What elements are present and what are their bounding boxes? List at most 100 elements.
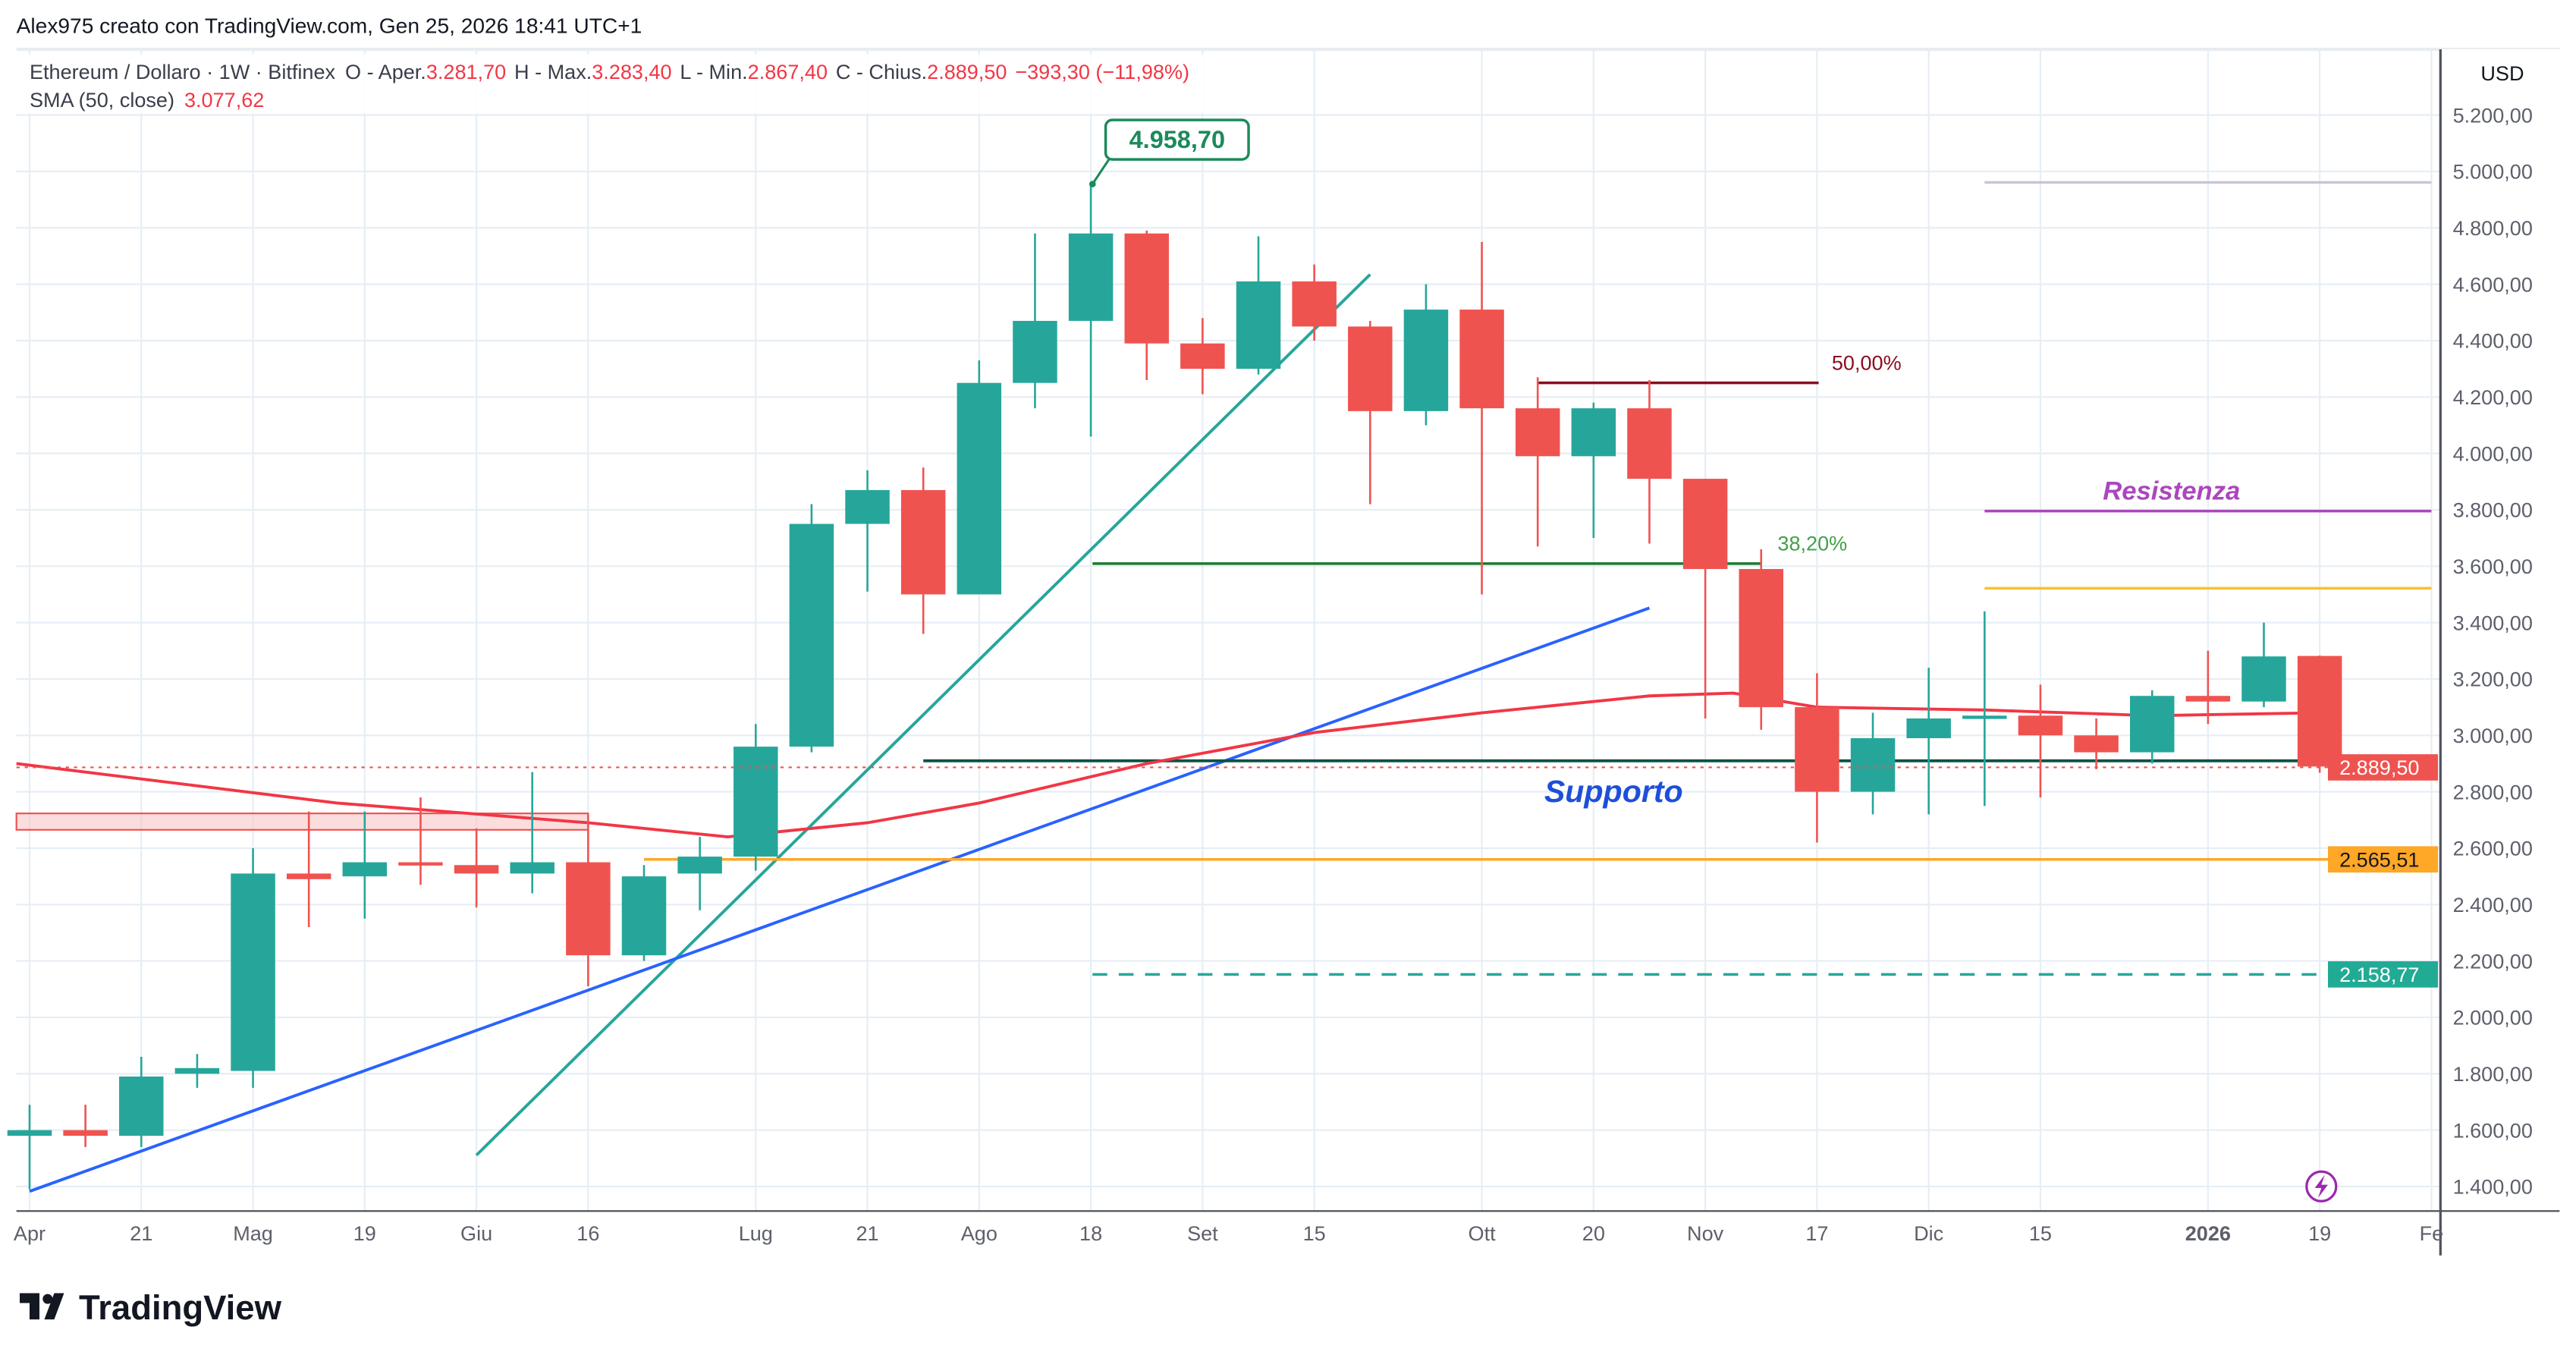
support-label: Supporto — [1544, 774, 1683, 809]
last-price-badge-text: 2.889,50 — [2339, 756, 2419, 779]
grid — [16, 49, 2440, 1212]
candle-up — [1236, 281, 1281, 369]
time-tick-label: 15 — [2029, 1221, 2052, 1245]
price-tick-label: 4.200,00 — [2453, 385, 2533, 409]
time-tick-label: 19 — [2308, 1221, 2331, 1245]
fib-50-label: 50,00% — [1832, 351, 1902, 374]
time-tick-label: 21 — [130, 1221, 152, 1245]
symbol: Ethereum / Dollaro · 1W · Bitfinex — [30, 60, 336, 83]
resistance-label: Resistenza — [2103, 476, 2240, 505]
candle-down — [2074, 735, 2119, 753]
lightning-glyph — [2314, 1174, 2328, 1198]
currency-label[interactable]: USD — [2480, 61, 2524, 85]
price-tick-label: 2.600,00 — [2453, 837, 2533, 860]
candle-up — [621, 876, 667, 956]
blue-trendline[interactable] — [29, 606, 1651, 1193]
orange-level-badge — [2327, 846, 2439, 873]
drawings[interactable]: 38,20% 50,00% Resistenza Supporto — [29, 181, 2432, 1193]
tv-logo-dot — [42, 1294, 53, 1304]
teal-trendline[interactable] — [475, 273, 1371, 1156]
candle-up — [1403, 310, 1449, 411]
time-tick-label: 19 — [353, 1221, 376, 1245]
price-axis[interactable] — [2441, 49, 2560, 1256]
time-tick-label: 21 — [856, 1221, 878, 1245]
time-tick-label: Ago — [961, 1221, 997, 1245]
time-axis[interactable]: Apr 21 Mag 19 Giu 16 Lug 21 Ago 18 Set 15 Ott 20 Nov 17… — [14, 1221, 2443, 1245]
time-tick-label: Apr — [14, 1221, 46, 1245]
price-tick-label: 3.200,00 — [2453, 668, 2533, 691]
candle-up — [957, 382, 1002, 595]
legend-ohlc: Ethereum / Dollaro · 1W · Bitfinex O - Ap… — [30, 60, 1189, 83]
candle-up — [2241, 656, 2286, 702]
candle-up — [677, 857, 722, 874]
price-tick-label: 1.400,00 — [2453, 1175, 2533, 1199]
candles — [7, 183, 2342, 1190]
time-tick-label: Mag — [233, 1221, 273, 1245]
candle-down — [1124, 233, 1169, 344]
time-tick-label: 2026 — [2185, 1221, 2231, 1245]
candle-down — [63, 1130, 108, 1137]
candle-up — [1068, 233, 1114, 321]
price-tick-label: 1.600,00 — [2453, 1118, 2533, 1142]
time-tick-label: Set — [1187, 1221, 1218, 1245]
last-price-badge — [2327, 754, 2439, 781]
ath-callout[interactable]: 4.958,70 — [1089, 118, 1250, 187]
price-tick-label: 4.800,00 — [2453, 216, 2533, 240]
candle-down — [1292, 281, 1337, 327]
legend-bg — [23, 54, 1272, 114]
price-tick-label: 2.200,00 — [2453, 949, 2533, 973]
time-tick-label: 17 — [1805, 1221, 1828, 1245]
orange-level-badge-text: 2.565,51 — [2339, 848, 2419, 872]
candle-up — [845, 489, 890, 524]
candle-down — [1348, 326, 1393, 411]
candle-down — [566, 862, 611, 956]
callout-box — [1104, 118, 1250, 161]
candle-up — [342, 862, 388, 877]
price-ticks: 1.400,00 1.600,00 1.800,00 2.000,00 2.200,00… — [2453, 103, 2533, 1198]
candle-down — [2018, 715, 2063, 736]
candle-up — [119, 1076, 164, 1137]
candle-up — [174, 1067, 220, 1074]
candle-up — [734, 747, 778, 857]
time-tick-label: 18 — [1079, 1221, 1102, 1245]
price-tick-label: 3.000,00 — [2453, 724, 2533, 747]
price-badges: 2.889,50 2.565,51 2.158,77 — [2327, 754, 2439, 988]
legend: Ethereum / Dollaro · 1W · Bitfinex O - Ap… — [23, 54, 1272, 114]
candle-up — [2129, 696, 2175, 753]
time-tick-label: 20 — [1582, 1221, 1605, 1245]
time-tick-label: 15 — [1303, 1221, 1326, 1245]
time-tick-label: Dic — [1914, 1221, 1943, 1245]
candle-up — [1013, 320, 1057, 383]
tradingview-logo[interactable]: TradingView — [19, 1288, 282, 1327]
green-level-badge — [2327, 961, 2439, 988]
candle-down — [1795, 707, 1839, 792]
price-tick-label: 4.000,00 — [2453, 442, 2533, 465]
callout-text: 4.958,70 — [1129, 126, 1225, 153]
candle-down — [398, 862, 443, 866]
candle-up — [789, 523, 834, 747]
candle-up — [1962, 715, 2007, 719]
candle-up — [7, 1130, 52, 1137]
candle-down — [1627, 408, 1672, 479]
candle-down — [1515, 408, 1560, 457]
candle-down — [2185, 696, 2231, 702]
price-tick-label: 2.800,00 — [2453, 780, 2533, 803]
price-tick-label: 5.200,00 — [2453, 103, 2533, 127]
tv-logo-text: TradingView — [79, 1288, 282, 1327]
time-tick-label: 16 — [576, 1221, 599, 1245]
green-level-badge-text: 2.158,77 — [2339, 963, 2419, 986]
candle-down — [1682, 479, 1728, 570]
candle-down — [1739, 569, 1783, 708]
price-tick-label: 2.000,00 — [2453, 1006, 2533, 1030]
attribution: Alex975 creato con TradingView.com, Gen … — [17, 14, 642, 37]
callout-pointer — [1092, 159, 1111, 185]
candle-up — [1850, 737, 1896, 792]
candle-down — [1459, 310, 1504, 409]
time-tick-label: Giu — [460, 1221, 492, 1245]
candle-up — [510, 862, 554, 874]
price-tick-label: 3.800,00 — [2453, 498, 2533, 522]
price-tick-label: 4.400,00 — [2453, 329, 2533, 353]
price-tick-label: 2.400,00 — [2453, 893, 2533, 916]
callout-point — [1089, 181, 1096, 187]
